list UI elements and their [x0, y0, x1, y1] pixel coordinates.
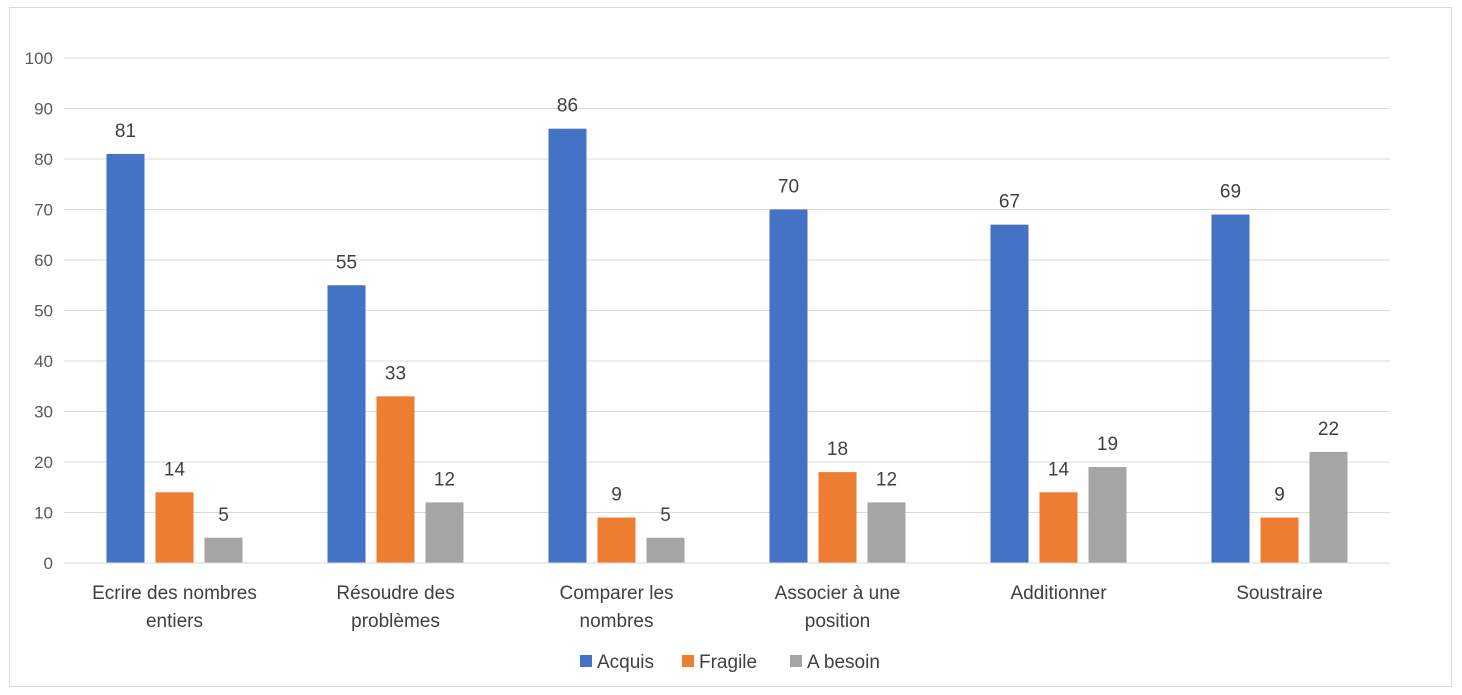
- legend-label: Fragile: [699, 652, 757, 673]
- bar-a-besoin: [867, 502, 906, 563]
- bar-a-besoin: [425, 502, 464, 563]
- legend-swatch: [790, 655, 802, 667]
- data-label: 81: [115, 121, 136, 142]
- data-label: 19: [1097, 434, 1118, 455]
- data-label: 70: [778, 177, 799, 198]
- legend-label: Acquis: [597, 652, 654, 673]
- legend-swatch: [682, 655, 694, 667]
- x-category-label: Associer à une: [775, 583, 901, 604]
- bar-acquis: [769, 209, 808, 563]
- x-category-label: Soustraire: [1236, 583, 1323, 604]
- data-label: 33: [385, 363, 406, 384]
- data-label: 9: [1274, 485, 1285, 506]
- bar-acquis: [990, 224, 1029, 563]
- data-label: 14: [1048, 459, 1070, 480]
- y-tick-label: 70: [34, 201, 53, 220]
- bar-acquis: [1211, 214, 1250, 564]
- y-tick-label: 60: [34, 251, 53, 270]
- x-category-label: Additionner: [1010, 583, 1107, 604]
- y-tick-label: 10: [34, 504, 53, 523]
- bar-a-besoin: [204, 537, 243, 563]
- legend-swatch: [580, 655, 592, 667]
- y-tick-label: 100: [25, 49, 53, 68]
- x-category-label: Comparer les: [559, 583, 673, 604]
- x-category-label: Résoudre des: [336, 583, 454, 604]
- bar-fragile: [1260, 517, 1299, 563]
- data-label: 5: [218, 505, 229, 526]
- data-label: 22: [1318, 419, 1339, 440]
- data-label: 69: [1220, 182, 1241, 203]
- x-category-label: problèmes: [351, 611, 440, 632]
- bar-acquis: [548, 128, 587, 563]
- x-category-label: position: [805, 611, 871, 632]
- data-label: 18: [827, 439, 848, 460]
- bar-fragile: [597, 517, 636, 563]
- bar-fragile: [155, 492, 194, 563]
- x-category-label: Ecrire des nombres: [92, 583, 257, 604]
- legend-label: A besoin: [807, 652, 880, 673]
- y-tick-label: 50: [34, 302, 53, 321]
- bar-a-besoin: [646, 537, 685, 563]
- bar-acquis: [327, 285, 366, 563]
- bar-fragile: [818, 472, 857, 563]
- bar-acquis: [106, 153, 145, 563]
- bar-a-besoin: [1088, 467, 1127, 563]
- y-tick-label: 0: [44, 554, 53, 573]
- x-category-label: entiers: [146, 611, 203, 632]
- data-label: 12: [434, 469, 455, 490]
- bar-a-besoin: [1309, 451, 1348, 563]
- x-category-label: nombres: [580, 611, 654, 632]
- data-label: 55: [336, 252, 357, 273]
- data-label: 5: [660, 505, 671, 526]
- bar-fragile: [376, 396, 415, 563]
- y-tick-label: 40: [34, 352, 53, 371]
- y-tick-label: 80: [34, 150, 53, 169]
- data-label: 9: [611, 485, 622, 506]
- data-label: 86: [557, 96, 578, 117]
- y-tick-label: 30: [34, 403, 53, 422]
- data-label: 12: [876, 469, 897, 490]
- y-tick-label: 90: [34, 100, 53, 119]
- data-label: 14: [164, 459, 186, 480]
- y-tick-label: 20: [34, 453, 53, 472]
- data-label: 67: [999, 192, 1020, 213]
- bar-fragile: [1039, 492, 1078, 563]
